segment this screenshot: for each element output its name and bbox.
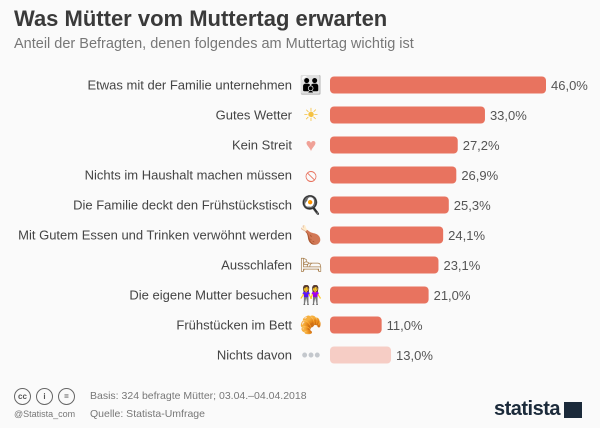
chart-subtitle: Anteil der Befragten, denen folgendes am…	[14, 36, 414, 52]
category-label: Die eigene Mutter besuchen	[129, 288, 292, 303]
bar	[330, 346, 392, 364]
source-note: Quelle: Statista-Umfrage	[90, 408, 205, 420]
value-label: 26,9%	[461, 168, 498, 183]
heart-icon: ♥	[306, 135, 317, 155]
bar	[330, 106, 485, 124]
category-label: Mit Gutem Essen und Trinken verwöhnt wer…	[18, 228, 292, 243]
chart-title: Was Mütter vom Muttertag erwarten	[14, 6, 388, 31]
category-label: Etwas mit der Familie unternehmen	[88, 78, 292, 93]
category-label: Nichts im Haushalt machen müssen	[85, 168, 292, 183]
bar	[330, 196, 449, 214]
value-label: 25,3%	[454, 198, 491, 213]
value-label: 23,1%	[443, 258, 480, 273]
value-label: 24,1%	[448, 228, 485, 243]
basis-note: Basis: 324 befragte Mütter; 03.04.–04.04…	[90, 390, 307, 402]
mother-icon: 👭	[300, 284, 322, 305]
sun-icon: ☀	[303, 105, 319, 125]
category-label: Kein Streit	[232, 138, 292, 153]
value-label: 21,0%	[434, 288, 471, 303]
bar-chart: Etwas mit der Familie unternehmen 👪 46,0% G…	[18, 74, 588, 365]
family-icon: 👪	[300, 74, 322, 95]
no-housework-icon: ⦸	[305, 165, 317, 185]
bar	[330, 226, 444, 244]
value-label: 13,0%	[396, 348, 433, 363]
category-label: Nichts davon	[217, 348, 292, 363]
bar	[330, 286, 429, 304]
attribution-icon: i	[36, 388, 53, 405]
value-label: 27,2%	[463, 138, 500, 153]
bar	[330, 136, 458, 154]
cc-icon: cc	[14, 388, 31, 405]
category-label: Die Familie deckt den Frühstückstisch	[73, 198, 292, 213]
bar	[330, 76, 546, 94]
category-label: Frühstücken im Bett	[176, 318, 292, 333]
statista-logo-icon	[564, 401, 582, 418]
food-wine-icon: 🍗	[300, 224, 322, 245]
value-label: 11,0%	[387, 318, 423, 333]
bed-icon: 🛏	[300, 255, 323, 275]
statista-logo: statista	[494, 398, 582, 421]
bar	[330, 166, 457, 184]
value-label: 46,0%	[551, 78, 588, 93]
value-label: 33,0%	[490, 108, 527, 123]
croissant-icon: 🥐	[300, 315, 322, 335]
bar	[330, 316, 382, 334]
category-label: Ausschlafen	[221, 258, 292, 273]
twitter-handle: @Statista_com	[14, 409, 76, 419]
breakfast-icon: 🍳	[300, 194, 322, 216]
bar	[330, 256, 439, 274]
dots-icon: •••	[302, 345, 321, 365]
no-derivatives-icon: =	[58, 388, 75, 405]
category-label: Gutes Wetter	[216, 108, 293, 123]
